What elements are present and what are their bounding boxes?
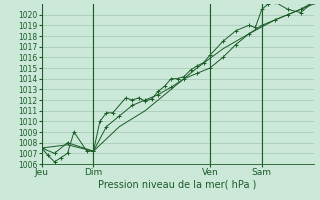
X-axis label: Pression niveau de la mer( hPa ): Pression niveau de la mer( hPa ) [99, 180, 257, 190]
